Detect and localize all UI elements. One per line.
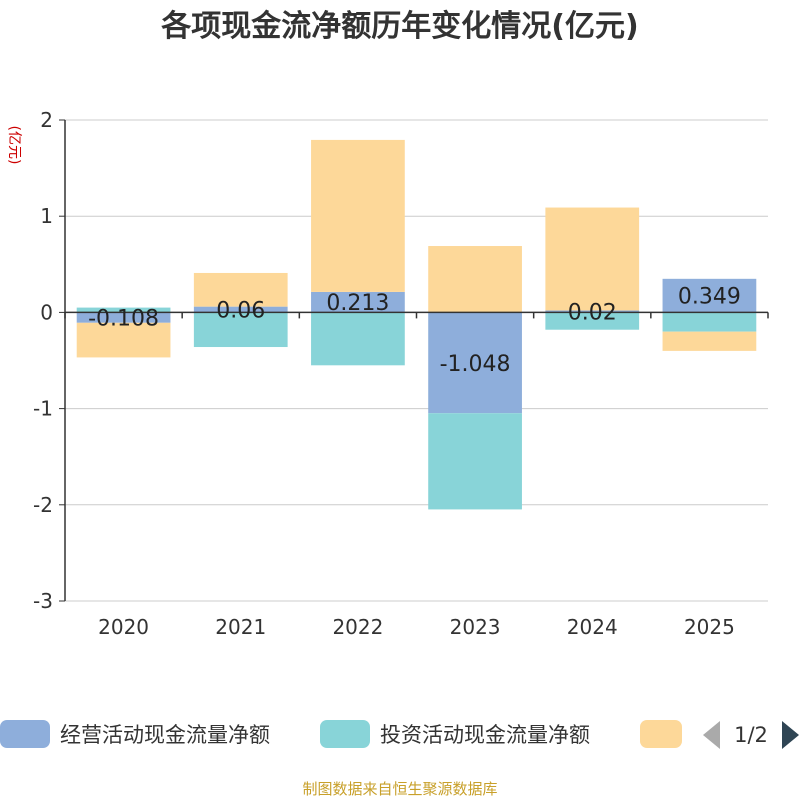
data-label-2020: -0.108 <box>88 307 159 332</box>
bar-1-2022 <box>311 291 405 313</box>
data-label-2024: 0.02 <box>568 300 617 325</box>
bar-3-2023 <box>428 246 522 313</box>
data-label-2023: -1.048 <box>440 352 511 377</box>
bar-1-2024 <box>545 310 640 313</box>
x-tick-label: 2022 <box>332 615 383 639</box>
bar-1-2020 <box>76 312 171 323</box>
x-tick-label: 2023 <box>450 615 501 639</box>
x-tick-label: 2021 <box>215 615 266 639</box>
legend-label-1[interactable]: 经营活动现金流量净额 <box>60 723 270 747</box>
legend-page-indicator: 1/2 <box>734 723 768 747</box>
grid-lines <box>65 119 768 602</box>
y-axis-label: (亿元) <box>6 126 22 165</box>
bar-1-2025 <box>662 278 757 313</box>
y-tick-label: 2 <box>40 108 53 132</box>
bar-3-2025 <box>662 331 757 351</box>
y-tick-label: 0 <box>40 300 53 324</box>
bars-group <box>76 139 757 510</box>
legend-prev-page-icon[interactable] <box>703 721 720 749</box>
y-tick-label: 1 <box>40 204 53 228</box>
bar-1-2023 <box>428 312 522 414</box>
x-tick-label: 2020 <box>98 615 149 639</box>
bar-2-2024 <box>545 312 640 330</box>
bar-2-2025 <box>662 312 757 332</box>
bar-3-2022 <box>311 139 405 292</box>
legend-next-page-icon[interactable] <box>782 721 799 749</box>
bar-2-2023 <box>428 413 522 510</box>
axes-group: 2 1 0 -1 -2 -3 2020 2021 2022 2023 2024 2025 <box>33 108 769 639</box>
legend-swatch-2[interactable] <box>320 720 370 748</box>
x-tick-label: 2024 <box>567 615 618 639</box>
bar-2-2020 <box>76 307 171 313</box>
legend-swatch-1[interactable] <box>0 720 50 748</box>
bar-3-2020 <box>76 322 171 358</box>
y-tick-label: -2 <box>33 493 53 517</box>
bar-3-2021 <box>193 272 288 307</box>
chart-title: 各项现金流净额历年变化情况(亿元) <box>160 9 638 44</box>
data-label-2025: 0.349 <box>678 285 741 310</box>
data-label-2021: 0.06 <box>216 299 265 324</box>
bar-2-2021 <box>193 312 288 348</box>
data-source-note: 制图数据来自恒生聚源数据库 <box>302 780 498 798</box>
legend-swatch-3[interactable] <box>640 720 682 748</box>
legend: 经营活动现金流量净额 投资活动现金流量净额 1/2 <box>0 720 799 749</box>
bar-1-2021 <box>193 306 288 313</box>
data-label-2022: 0.213 <box>326 291 389 316</box>
data-labels-group: -0.108 0.06 0.213 -1.048 0.02 0.349 <box>88 285 741 377</box>
x-tick-label: 2025 <box>684 615 735 639</box>
bar-3-2024 <box>545 207 640 311</box>
bar-2-2022 <box>311 312 405 366</box>
y-tick-label: -3 <box>33 589 53 613</box>
legend-label-2[interactable]: 投资活动现金流量净额 <box>380 723 590 747</box>
y-tick-label: -1 <box>33 397 53 421</box>
